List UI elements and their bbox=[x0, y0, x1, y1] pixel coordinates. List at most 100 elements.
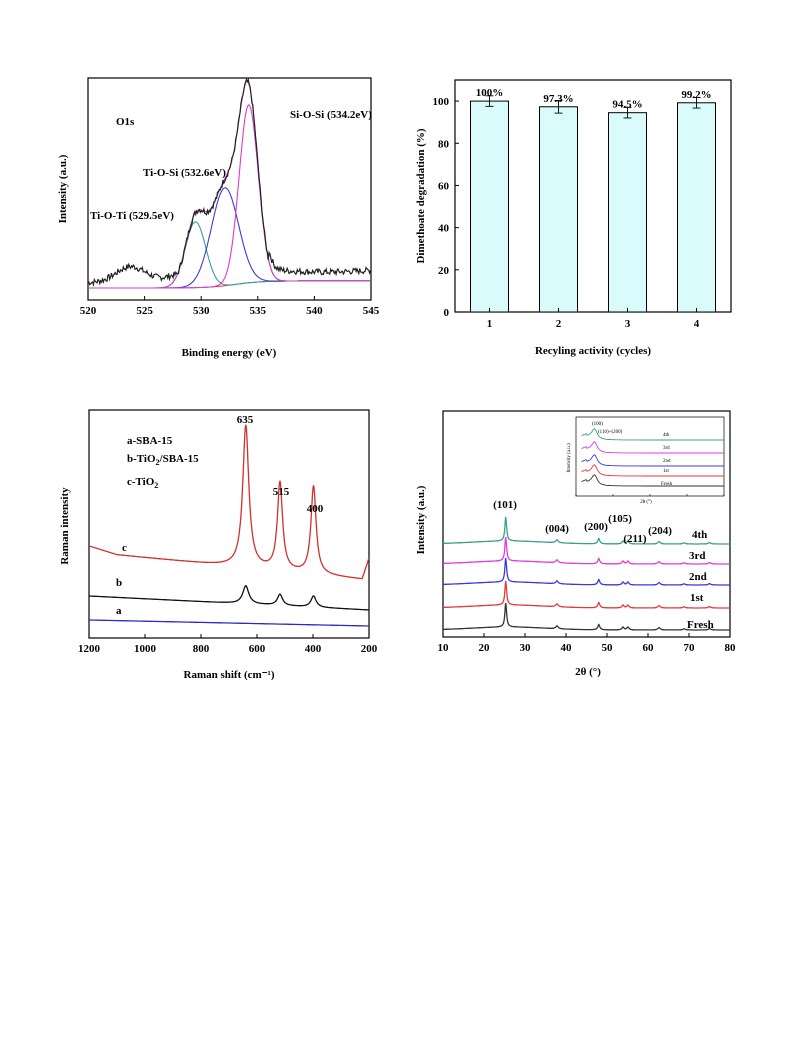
bar-value-label: 99.2% bbox=[681, 89, 711, 101]
bar-y-tick-label: 0 bbox=[444, 307, 450, 319]
raman-y-axis-label: Raman intensity bbox=[59, 487, 71, 565]
xrd-series-label: 1st bbox=[690, 592, 704, 604]
xrd-inset-series-line bbox=[581, 474, 724, 487]
xrd-inset-label-100: (100) bbox=[592, 422, 603, 427]
xrd-reflection-label: (004) bbox=[545, 523, 569, 535]
xrd-reflection-label: (204) bbox=[648, 525, 672, 537]
xrd-series-line bbox=[443, 536, 730, 565]
xrd-series-label: 3rd bbox=[689, 550, 706, 562]
xps-x-ticks: 520 525 530 535 540 545 bbox=[80, 296, 380, 317]
bar-mark bbox=[539, 106, 578, 313]
xrd-x-tick-label: 40 bbox=[561, 642, 573, 654]
xrd-inset-series-line bbox=[581, 428, 724, 441]
xrd-series-line bbox=[443, 557, 730, 586]
bar-y-tick-label: 60 bbox=[438, 180, 450, 192]
bar-mark bbox=[470, 100, 509, 313]
xps-x-tick-label: 525 bbox=[136, 305, 153, 317]
raman-peak-label-515: 515 bbox=[273, 486, 290, 498]
xps-x-tick-label: 545 bbox=[363, 305, 380, 317]
raman-plot-frame bbox=[88, 409, 370, 639]
bar-mark bbox=[677, 102, 716, 313]
xrd-inset: (100) (110)+(200) 4th 3rd 2nd 1st Fresh … bbox=[567, 416, 725, 505]
bar-x-ticks: 1 2 3 4 bbox=[487, 308, 700, 330]
xrd-reflection-label: (105) bbox=[608, 513, 632, 525]
raman-series-line bbox=[88, 424, 370, 580]
xps-annotation-si-o-si: Si-O-Si (534.2eV) bbox=[290, 109, 372, 121]
xrd-inset-curves bbox=[575, 428, 725, 496]
xrd-x-tick-label: 30 bbox=[520, 642, 532, 654]
xps-x-axis-label: Binding energy (eV) bbox=[182, 347, 277, 359]
raman-legend-b: b-TiO2/SBA-15 bbox=[127, 453, 199, 467]
xrd-series-line bbox=[443, 580, 730, 609]
xrd-curves bbox=[443, 516, 730, 631]
xrd-inset-x-label: 2θ (°) bbox=[640, 500, 652, 505]
bar-y-tick-label: 40 bbox=[438, 223, 450, 235]
raman-x-ticks: 1200 1000 800 600 400 200 bbox=[78, 634, 378, 655]
xrd-inset-label-1st: 1st bbox=[663, 469, 669, 474]
panel-raman: 1200 1000 800 600 400 200 a-SBA-15 b-TiO2/SBA… bbox=[59, 409, 378, 681]
bar-y-ticks: 0 20 40 60 80 100 bbox=[433, 96, 459, 319]
xrd-reflection-label: (200) bbox=[584, 521, 608, 533]
xrd-reflection-label: (211) bbox=[623, 533, 647, 545]
xrd-series-label: 4th bbox=[692, 529, 707, 541]
bar-y-tick-label: 80 bbox=[438, 138, 450, 150]
xps-fit-peak bbox=[88, 104, 370, 289]
raman-x-tick-label: 600 bbox=[249, 643, 266, 655]
xps-annotation-ti-o-ti: Ti-O-Ti (529.5eV) bbox=[90, 210, 174, 222]
bar-value-label: 97.3% bbox=[543, 93, 573, 105]
raman-curves bbox=[88, 424, 370, 627]
xrd-series-label: 2nd bbox=[689, 571, 707, 583]
xps-raw-data-line bbox=[87, 77, 372, 288]
bar-value-label: 94.5% bbox=[612, 99, 642, 111]
raman-x-tick-label: 200 bbox=[361, 643, 378, 655]
xrd-inset-series-line bbox=[581, 464, 724, 477]
raman-series-label-a: a bbox=[116, 605, 122, 617]
xrd-series-label: Fresh bbox=[687, 619, 714, 631]
raman-legend-c: c-TiO2 bbox=[127, 476, 158, 490]
panel-recycling-bar: 100% 97.3% 94.5% 99.2% 0 20 40 60 80 100 1 2 3 4 Re… bbox=[415, 79, 732, 357]
xrd-inset-y-label: Intensity (a.u.) bbox=[567, 443, 572, 473]
xps-x-tick-label: 530 bbox=[193, 305, 210, 317]
xrd-reflection-label: (101) bbox=[493, 499, 517, 511]
bar-y-tick-label: 20 bbox=[438, 265, 450, 277]
raman-x-tick-label: 800 bbox=[193, 643, 210, 655]
xps-fit-peak bbox=[88, 221, 370, 289]
bar-mark bbox=[608, 112, 647, 313]
xrd-x-axis-label: 2θ (°) bbox=[575, 666, 601, 678]
raman-series-line bbox=[89, 619, 369, 627]
xrd-x-tick-label: 50 bbox=[602, 642, 614, 654]
xrd-inset-label-3rd: 3rd bbox=[663, 446, 670, 451]
xrd-x-tick-label: 70 bbox=[684, 642, 696, 654]
xrd-x-ticks: 10 20 30 40 50 60 70 80 bbox=[438, 633, 737, 654]
bar-value-label: 100% bbox=[476, 87, 504, 99]
bar-x-tick-label: 3 bbox=[625, 318, 631, 330]
raman-x-axis-label: Raman shift (cm⁻¹) bbox=[184, 669, 275, 681]
raman-x-tick-label: 400 bbox=[305, 643, 322, 655]
xrd-inset-series-line bbox=[581, 454, 724, 467]
xrd-y-axis-label: Intensity (a.u.) bbox=[415, 485, 427, 554]
bar-plot-frame bbox=[454, 79, 732, 313]
xps-plot-frame bbox=[87, 77, 372, 301]
xrd-series-line bbox=[443, 602, 730, 631]
bar-x-tick-label: 2 bbox=[556, 318, 562, 330]
xrd-x-tick-label: 60 bbox=[643, 642, 655, 654]
raman-x-tick-label: 1000 bbox=[134, 643, 157, 655]
raman-x-tick-label: 1200 bbox=[78, 643, 101, 655]
xrd-x-tick-label: 80 bbox=[725, 642, 737, 654]
panel-xps-o1s: 520 525 530 535 540 545 O1s Si-O-Si (534.2eV)… bbox=[57, 77, 380, 359]
xps-x-tick-label: 535 bbox=[250, 305, 267, 317]
raman-series-label-b: b bbox=[116, 577, 122, 589]
raman-series-label-c: c bbox=[122, 542, 127, 554]
xrd-series-line bbox=[443, 516, 730, 545]
raman-peak-label-400: 400 bbox=[307, 503, 324, 515]
xps-annotation-ti-o-si: Ti-O-Si (532.6eV) bbox=[143, 167, 226, 179]
panel-xrd: 10 20 30 40 50 60 70 80 (101) (004) (200)(105) (21… bbox=[415, 410, 737, 678]
xrd-inset-label-110-200: (110)+(200) bbox=[598, 430, 623, 435]
xps-panel-label: O1s bbox=[116, 116, 135, 128]
bar-y-axis-label: Dimethoate degradation (%) bbox=[415, 128, 427, 263]
xrd-inset-label-2nd: 2nd bbox=[663, 459, 671, 464]
bar-marks: 100% 97.3% 94.5% 99.2% bbox=[470, 87, 716, 313]
bar-y-tick-label: 100 bbox=[433, 96, 450, 108]
raman-peak-label-635: 635 bbox=[237, 414, 254, 426]
